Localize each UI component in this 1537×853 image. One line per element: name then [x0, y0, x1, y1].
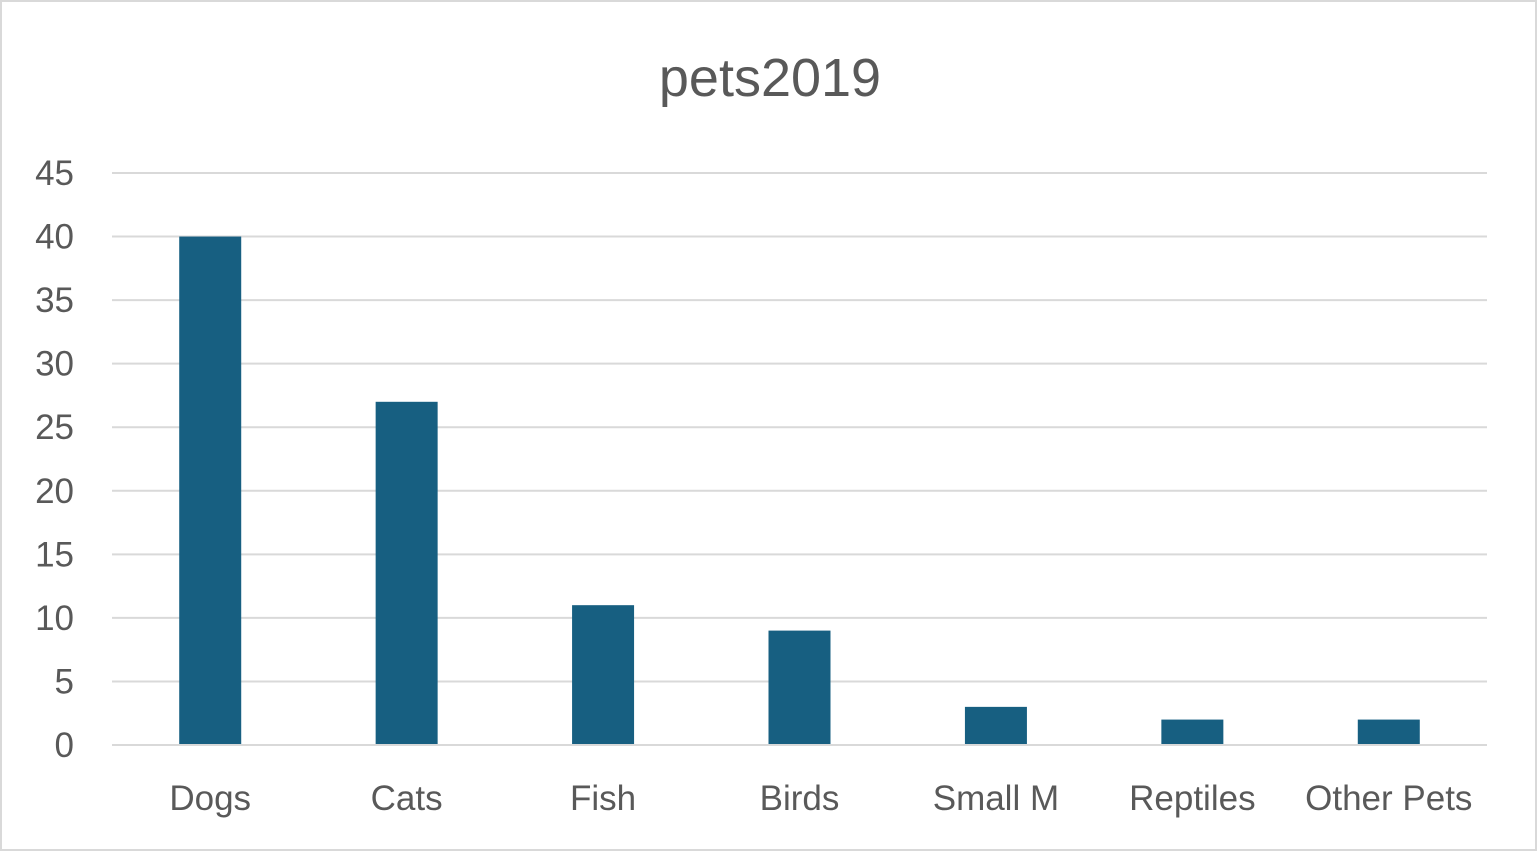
bar-reptiles [1161, 719, 1224, 745]
y-tick-label: 35 [35, 281, 74, 320]
y-tick-label: 25 [35, 408, 74, 447]
bar-fish [572, 605, 635, 745]
x-tick-label: Fish [570, 779, 636, 818]
bar-birds [768, 630, 831, 745]
bar-other-pets [1357, 719, 1420, 745]
x-tick-label: Reptiles [1129, 779, 1255, 818]
x-tick-label: Small M [933, 779, 1059, 818]
y-tick-label: 5 [55, 662, 74, 701]
y-tick-label: 15 [35, 535, 74, 574]
x-tick-label: Dogs [169, 779, 251, 818]
gridlines [112, 172, 1487, 683]
y-tick-label: 10 [35, 599, 74, 638]
bar-dogs [179, 236, 242, 746]
y-tick-label: 45 [35, 154, 74, 193]
bar-small-m [964, 706, 1027, 745]
x-tick-label: Birds [760, 779, 840, 818]
bar-cats [375, 401, 438, 745]
x-tick-label: Other Pets [1305, 779, 1472, 818]
y-tick-label: 20 [35, 472, 74, 511]
bars [179, 236, 1420, 746]
x-axis-category-labels: Dogs Cats Fish Birds Small M Reptiles Other Pe… [169, 779, 1472, 818]
x-tick-label: Cats [371, 779, 443, 818]
y-tick-label: 40 [35, 218, 74, 257]
y-axis-tick-labels: 0 5 10 15 20 25 30 35 40 45 [35, 154, 74, 765]
y-tick-label: 30 [35, 345, 74, 384]
y-tick-label: 0 [55, 726, 74, 765]
chart-title: pets2019 [659, 48, 881, 108]
